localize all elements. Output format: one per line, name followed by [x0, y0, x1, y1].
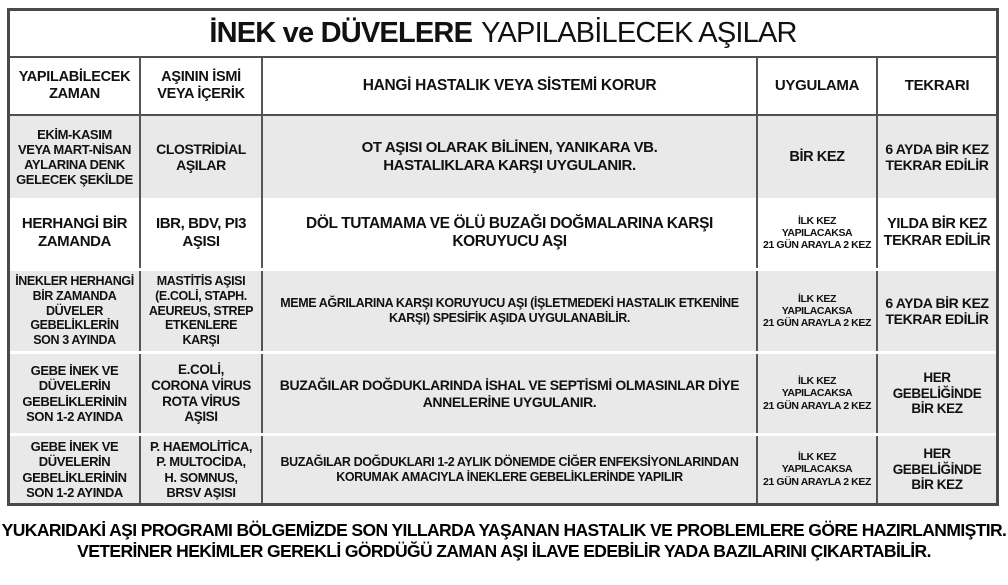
- vaccination-schedule-table: İNEK ve DÜVELERE YAPILABİLECEK AŞILAR YA…: [7, 8, 999, 506]
- column-header-asi-ismi: AŞININ İSMİ VEYA İÇERİK: [141, 58, 263, 114]
- column-header-tekrari: TEKRARI: [904, 77, 970, 95]
- cell-zaman: EKİM-KASIM VEYA MART-NİSAN AYLARINA DENK…: [10, 116, 141, 198]
- table-row: GEBE İNEK VE DÜVELERİN GEBELİKLERİNİN SO…: [10, 433, 996, 503]
- cell-hastalik: DÖL TUTAMAMA VE ÖLÜ BUZAĞI DOĞMALARINA K…: [263, 198, 758, 268]
- cell-hastalik: OT AŞISI OLARAK BİLİNEN, YANIKARA VB. HA…: [263, 116, 758, 198]
- cell-uygulama: BİR KEZ: [758, 116, 878, 198]
- cell-hastalik: MEME AĞRILARINA KARŞI KORUYUCU AŞI (İŞLE…: [263, 271, 758, 351]
- table-title-bold: İNEK ve DÜVELERE: [209, 17, 473, 49]
- cell-asi-ismi: CLOSTRİDİAL AŞILAR: [141, 116, 263, 198]
- cell-zaman: GEBE İNEK VE DÜVELERİN GEBELİKLERİNİN SO…: [10, 354, 141, 433]
- cell-zaman: İNEKLER HERHANGİ BİR ZAMANDA DÜVELER GEB…: [10, 271, 141, 351]
- cell-tekrari: 6 AYDA BİR KEZ TEKRAR EDİLİR: [885, 140, 989, 173]
- cell-tekrari: HER GEBELİĞİNDE BİR KEZ: [892, 445, 982, 493]
- table-row: HERHANGİ BİR ZAMANDA IBR, BDV, PI3 AŞISI…: [10, 198, 996, 268]
- cell-asi-ismi: MASTİTİS AŞISI (E.COLİ, STAPH. AEUREUS, …: [141, 271, 263, 351]
- cell-tekrari: YILDA BİR KEZ TEKRAR EDİLİR: [883, 216, 991, 249]
- cell-uygulama: İLK KEZ YAPILACAKSA 21 GÜN ARAYLA 2 KEZ: [758, 198, 878, 268]
- cell-hastalik: BUZAĞILAR DOĞDUKLARINDA İSHAL VE SEPTİSM…: [263, 354, 758, 433]
- table-row: EKİM-KASIM VEYA MART-NİSAN AYLARINA DENK…: [10, 116, 996, 198]
- table-title-normal: YAPILABİLECEK AŞILAR: [481, 17, 797, 49]
- cell-uygulama: İLK KEZ YAPILACAKSA 21 GÜN ARAYLA 2 KEZ: [758, 354, 878, 433]
- table-header-row: YAPILABİLECEK ZAMAN AŞININ İSMİ VEYA İÇE…: [10, 58, 996, 116]
- cell-asi-ismi: E.COLİ, CORONA VİRUS ROTA VİRUS AŞISI: [141, 354, 263, 433]
- cell-asi-ismi: P. HAEMOLİTİCA, P. MULTOCİDA, H. SOMNUS,…: [141, 436, 263, 503]
- cell-asi-ismi: IBR, BDV, PI3 AŞISI: [141, 198, 263, 268]
- footer-note: YUKARIDAKİ AŞI PROGRAMI BÖLGEMİZDE SON Y…: [1, 520, 1007, 561]
- table-row: İNEKLER HERHANGİ BİR ZAMANDA DÜVELER GEB…: [10, 268, 996, 351]
- cell-zaman: GEBE İNEK VE DÜVELERİN GEBELİKLERİNİN SO…: [10, 436, 141, 503]
- column-header-uygulama: UYGULAMA: [758, 58, 878, 114]
- cell-hastalik: BUZAĞILAR DOĞDUKLARI 1-2 AYLIK DÖNEMDE C…: [263, 436, 758, 503]
- column-header-hastalik: HANGİ HASTALIK VEYA SİSTEMİ KORUR: [263, 58, 758, 114]
- table-row: GEBE İNEK VE DÜVELERİN GEBELİKLERİNİN SO…: [10, 351, 996, 433]
- cell-uygulama: İLK KEZ YAPILACAKSA 21 GÜN ARAYLA 2 KEZ: [758, 436, 878, 503]
- table-title: İNEK ve DÜVELERE YAPILABİLECEK AŞILAR: [10, 11, 996, 58]
- cell-tekrari: HER GEBELİĞİNDE BİR KEZ: [892, 369, 982, 417]
- cell-zaman: HERHANGİ BİR ZAMANDA: [10, 198, 141, 268]
- cell-uygulama: İLK KEZ YAPILACAKSA 21 GÜN ARAYLA 2 KEZ: [758, 271, 878, 351]
- column-header-zaman: YAPILABİLECEK ZAMAN: [10, 58, 141, 114]
- cell-tekrari: 6 AYDA BİR KEZ TEKRAR EDİLİR: [885, 294, 989, 327]
